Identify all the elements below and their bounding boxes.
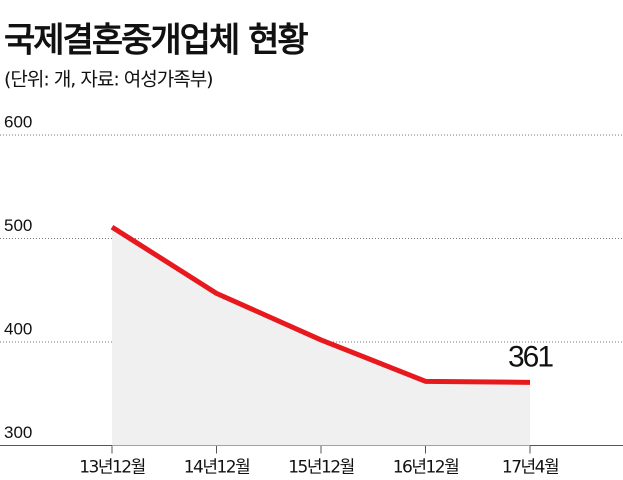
- y-tick-label: 600: [4, 112, 32, 131]
- x-tick-label: 17년4월: [502, 458, 558, 478]
- chart-subtitle: (단위: 개, 자료: 여성가족부): [4, 69, 213, 91]
- chart-title: 국제결혼중개업체 현황: [4, 21, 308, 61]
- y-tick-label: 300: [4, 423, 32, 442]
- x-tick-label: 13년12월: [79, 458, 145, 478]
- x-tick-label: 14년12월: [184, 458, 250, 478]
- y-tick-label: 400: [4, 319, 32, 338]
- data-label: 361: [508, 340, 553, 373]
- x-tick-label: 16년12월: [393, 458, 459, 478]
- line: [110, 225, 531, 385]
- x-tick-label: 15년12월: [288, 458, 354, 478]
- area: [112, 227, 530, 446]
- y-tick-label: 500: [4, 216, 32, 235]
